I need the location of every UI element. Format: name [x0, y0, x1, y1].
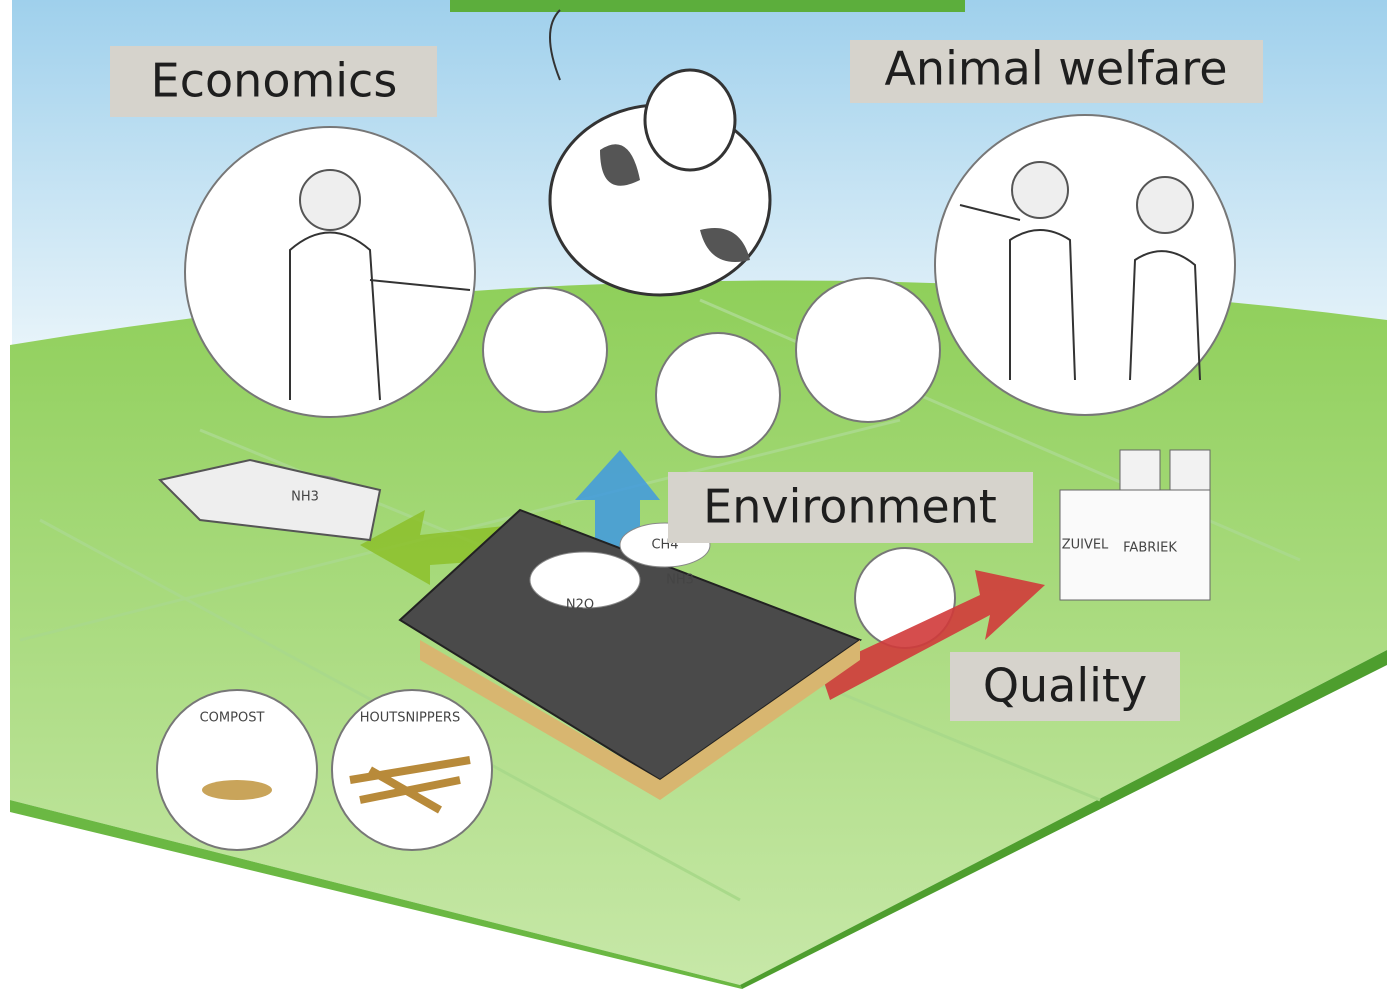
factory: [1059, 489, 1211, 601]
cow-head: [643, 68, 737, 172]
welfare-circle: [934, 114, 1236, 416]
label: Economics: [151, 54, 398, 108]
sketch-label: ZUIVEL: [1062, 538, 1109, 553]
label-box: [950, 652, 1180, 721]
sketch-label: HOUTSNIPPERS: [360, 711, 460, 726]
cow-tail: [549, 9, 561, 81]
field-edge: [10, 800, 742, 989]
family-sketch: [959, 204, 1201, 381]
businessman-head: [299, 169, 361, 231]
cow-circle: [482, 287, 608, 413]
compost-circle: [156, 689, 318, 851]
compost-pile: [202, 780, 272, 800]
businessman-sketch: [289, 231, 471, 401]
woodchips: [349, 756, 471, 814]
label: Animal welfare: [884, 42, 1227, 96]
gas-cloud: [529, 551, 641, 609]
output-arrow: [820, 570, 1045, 700]
cow-circle: [655, 332, 781, 458]
barn-walls: [420, 640, 860, 800]
label: Environment: [703, 480, 997, 534]
label-box: [850, 40, 1263, 103]
sketch-label: NH3: [291, 490, 319, 505]
man-head: [1011, 161, 1069, 219]
top-bar: [450, 0, 965, 12]
economics-circle: [184, 126, 476, 418]
sketch-label: COMPOST: [200, 711, 265, 726]
woman-head: [1136, 176, 1194, 234]
cow-spots: [600, 144, 750, 262]
field-edge: [740, 650, 1387, 989]
label-box: [668, 472, 1033, 543]
sketch-label: N2O: [566, 598, 594, 613]
tractor-sketch: [158, 458, 382, 542]
label-box: [110, 46, 437, 117]
sketch-label: FABRIEK: [1123, 541, 1177, 556]
label: Quality: [983, 659, 1147, 713]
sketch-label: NH3: [666, 573, 694, 588]
cow-circle: [795, 277, 941, 423]
